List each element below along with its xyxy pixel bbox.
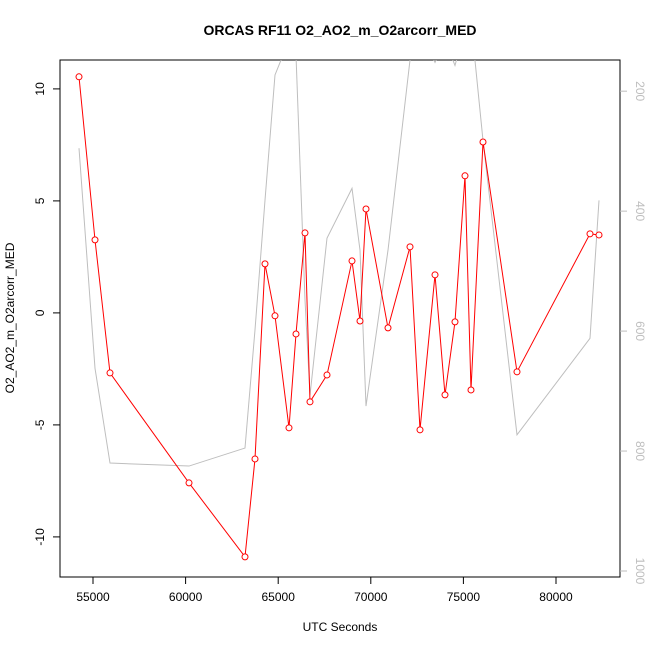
data-point [261,260,269,268]
y2-tick-label: 200 [633,81,647,101]
data-point [75,73,83,81]
data-point [451,318,459,326]
data-point [461,172,469,180]
x-tick-label: 70000 [354,590,388,604]
y2-tick-label: 600 [633,321,647,341]
x-tick-label: 65000 [262,590,296,604]
data-point [441,391,449,399]
y-tick-label: 10 [33,82,47,96]
data-point [406,243,414,251]
data-point [348,257,356,265]
data-point [285,424,293,432]
data-point [241,553,249,561]
y-tick-label: 5 [33,197,47,204]
data-point [323,371,331,379]
data-point [362,205,370,213]
plot-frame [59,59,621,578]
data-point [595,231,603,239]
data-point [431,271,439,279]
y2-tick-label: 1000 [633,558,647,585]
x-tick-label: 80000 [539,590,573,604]
series-line [78,60,600,467]
data-point [356,317,364,325]
data-point [292,330,300,338]
data-point [106,369,114,377]
x-axis-label: UTC Seconds [303,620,378,634]
x-tick-label: 55000 [76,590,110,604]
y-tick-label: -5 [33,419,47,430]
data-point [416,426,424,434]
data-point [586,230,594,238]
data-point [384,324,392,332]
x-tick-label: 60000 [169,590,203,604]
data-point [185,479,193,487]
data-point [306,398,314,406]
data-point [91,236,99,244]
y2-tick-label: 400 [633,201,647,221]
data-point [467,386,475,394]
data-point [513,368,521,376]
plot-area [75,60,603,561]
y-tick-label: -10 [33,528,47,546]
x-tick-label: 75000 [447,590,481,604]
data-point [479,138,487,146]
chart-title: ORCAS RF11 O2_AO2_m_O2arcorr_MED [203,22,476,38]
series-line [78,76,600,559]
data-point [251,455,259,463]
data-point [271,312,279,320]
y2-tick-label: 800 [633,441,647,461]
y-axis-label: O2_AO2_m_O2arcorr_MED [3,242,17,393]
y-tick-label: 0 [33,309,47,316]
data-point [301,229,309,237]
